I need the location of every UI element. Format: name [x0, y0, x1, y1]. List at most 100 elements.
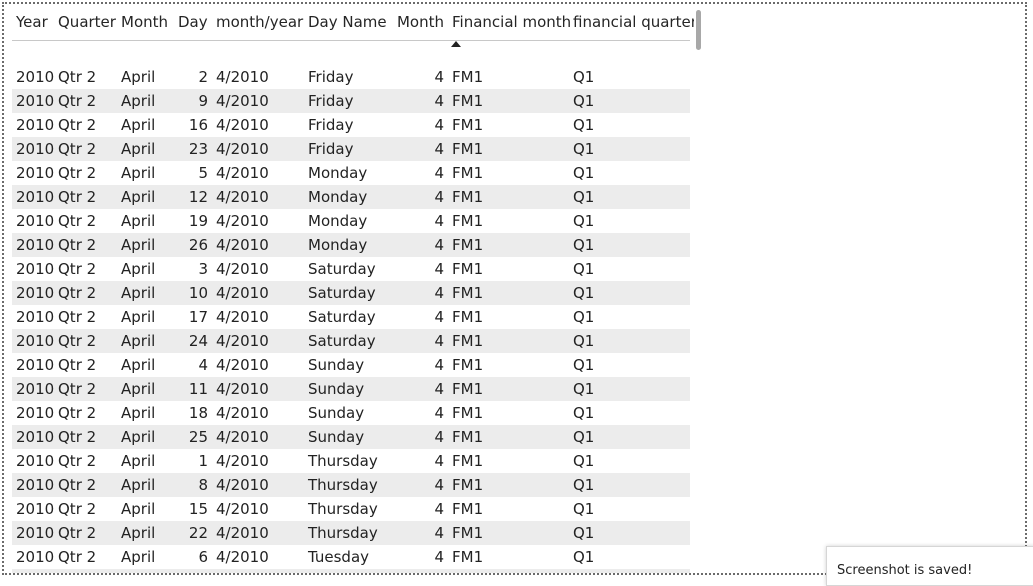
- table-row[interactable]: 2010 Qtr 2 April 4 4/2010 Sunday 4 FM1 Q1: [12, 353, 690, 377]
- table-cell: 2010: [12, 281, 54, 305]
- table-cell: Q1: [569, 377, 690, 401]
- table-cell: FM1: [448, 137, 569, 161]
- vertical-scrollbar-thumb[interactable]: [696, 10, 701, 50]
- column-header-month-number[interactable]: Month: [394, 4, 448, 41]
- table-cell: April: [121, 452, 156, 470]
- table-cell: Qtr 2: [54, 233, 117, 257]
- table-cell: FM1: [452, 308, 484, 326]
- table-row[interactable]: 2010 Qtr 2 April 24 4/2010 Saturday 4 FM1 Q1: [12, 329, 690, 353]
- table-cell: Q1: [569, 521, 690, 545]
- table-cell: 2010: [16, 548, 54, 566]
- table-cell: 4: [434, 548, 444, 566]
- data-table: Year Quarter Month Day month/year Day Na…: [12, 4, 694, 573]
- table-row[interactable]: 2010 Qtr 2 April 25 4/2010 Sunday 4 FM1 Q1: [12, 425, 690, 449]
- table-row[interactable]: 2010 Qtr 2 April 8 4/2010 Thursday 4 FM1 Q1: [12, 473, 690, 497]
- table-cell: 4/2010: [212, 425, 304, 449]
- table-cell: 4: [394, 473, 448, 497]
- table-row[interactable]: 2010 Qtr 2 April 19 4/2010 Monday 4 FM1 Q1: [12, 209, 690, 233]
- table-row[interactable]: 2010 Qtr 2 April 12 4/2010 Monday 4 FM1 Q1: [12, 185, 690, 209]
- column-header-financial-quarter[interactable]: financial quarter: [569, 4, 694, 41]
- column-header-day[interactable]: Day: [174, 4, 212, 41]
- table-visual[interactable]: Year Quarter Month Day month/year Day Na…: [2, 2, 1027, 575]
- table-cell: 5: [198, 164, 208, 182]
- table-cell: Q1: [573, 548, 595, 566]
- column-header-day-name[interactable]: Day Name: [304, 4, 394, 41]
- column-header-month-year[interactable]: month/year: [212, 4, 304, 41]
- table-cell: Sunday: [304, 377, 394, 401]
- table-cell: FM1: [452, 356, 484, 374]
- table-body: 2010 Qtr 2 April 2 4/2010 Friday 4 FM1 Q1 2010 Qtr…: [12, 41, 690, 573]
- table-cell: April: [117, 569, 174, 573]
- table-row[interactable]: 2010 Qtr 2 April 11 4/2010 Sunday 4 FM1 Q1: [12, 377, 690, 401]
- table-cell: Qtr 2: [54, 329, 117, 353]
- table-row[interactable]: 2010 Qtr 2 April 23 4/2010 Friday 4 FM1 Q1: [12, 137, 690, 161]
- table-cell: Q1: [569, 473, 690, 497]
- table-cell: Q1: [573, 68, 595, 86]
- table-row[interactable]: 2010 Qtr 2 April 3 4/2010 Saturday 4 FM1 Q1: [12, 257, 690, 281]
- table-row[interactable]: 2010 Qtr 2 April 9 4/2010 Friday 4 FM1 Q1: [12, 89, 690, 113]
- table-cell: 2010: [16, 404, 54, 422]
- table-row[interactable]: 2010 Qtr 2 April 15 4/2010 Thursday 4 FM1 Q1: [12, 497, 690, 521]
- table-cell: 4: [394, 569, 448, 573]
- table-cell: 4/2010: [216, 308, 269, 326]
- column-header-year[interactable]: Year: [12, 4, 54, 41]
- table-cell: Qtr 2: [54, 569, 117, 573]
- table-cell: 17: [188, 308, 208, 326]
- table-cell: 13: [174, 569, 212, 573]
- table-cell: Qtr 2: [54, 377, 117, 401]
- table-row[interactable]: 2010 Qtr 2 April 5 4/2010 Monday 4 FM1 Q1: [12, 161, 690, 185]
- table-cell: Qtr 2: [58, 68, 97, 86]
- table-cell: Q1: [573, 260, 595, 278]
- table-cell: Qtr 2: [54, 185, 117, 209]
- table-cell: 9: [174, 89, 212, 113]
- table-cell: 4/2010: [216, 260, 269, 278]
- table-cell: 12: [174, 185, 212, 209]
- table-container: Year Quarter Month Day month/year Day Na…: [12, 4, 694, 573]
- table-row[interactable]: 2010 Qtr 2 April 18 4/2010 Sunday 4 FM1 Q1: [12, 401, 690, 425]
- column-header-financial-month[interactable]: Financial month: [448, 4, 571, 47]
- table-cell: FM1: [452, 404, 484, 422]
- table-cell: 4/2010: [216, 212, 269, 230]
- table-cell: Sunday: [304, 425, 394, 449]
- table-row[interactable]: 2010 Qtr 2 April 6 4/2010 Tuesday 4 FM1 Q1: [12, 545, 690, 569]
- table-cell: April: [117, 281, 174, 305]
- table-cell: FM1: [452, 164, 484, 182]
- table-cell: April: [117, 521, 174, 545]
- table-cell: Qtr 2: [58, 500, 97, 518]
- table-cell: 4: [434, 116, 444, 134]
- table-row[interactable]: 2010 Qtr 2 April 22 4/2010 Thursday 4 FM1 Q1: [12, 521, 690, 545]
- column-header-quarter[interactable]: Quarter: [54, 4, 117, 41]
- table-cell: Saturday: [308, 308, 376, 326]
- table-cell: 4/2010: [212, 569, 304, 573]
- table-row[interactable]: 2010 Qtr 2 April 2 4/2010 Friday 4 FM1 Q1: [12, 65, 690, 89]
- table-cell: FM1: [448, 281, 569, 305]
- table-cell: 4/2010: [216, 68, 269, 86]
- table-cell: Q1: [569, 281, 690, 305]
- table-row[interactable]: 2010 Qtr 2 April 17 4/2010 Saturday 4 FM1 Q1: [12, 305, 690, 329]
- table-cell: 2010: [16, 260, 54, 278]
- column-header-month[interactable]: Month: [117, 4, 174, 41]
- table-cell: Q1: [569, 425, 690, 449]
- table-row[interactable]: 2010 Qtr 2 April 10 4/2010 Saturday 4 FM1 Q1: [12, 281, 690, 305]
- table-cell: Friday: [304, 137, 394, 161]
- table-cell: FM1: [448, 569, 569, 573]
- table-cell: FM1: [448, 473, 569, 497]
- table-row[interactable]: 2010 Qtr 2 April 16 4/2010 Friday 4 FM1 Q1: [12, 113, 690, 137]
- header-spacer: [12, 41, 690, 66]
- table-cell: Thursday: [308, 500, 378, 518]
- table-cell: 4: [434, 212, 444, 230]
- table-cell: Q1: [573, 500, 595, 518]
- table-cell: 4/2010: [212, 233, 304, 257]
- table-cell: FM1: [452, 68, 484, 86]
- table-cell: Qtr 2: [54, 425, 117, 449]
- table-cell: 4/2010: [216, 356, 269, 374]
- table-cell: 4/2010: [216, 500, 269, 518]
- table-row[interactable]: 2010 Qtr 2 April 1 4/2010 Thursday 4 FM1 Q1: [12, 449, 690, 473]
- table-cell: Qtr 2: [54, 137, 117, 161]
- table-row[interactable]: 2010 Qtr 2 April 26 4/2010 Monday 4 FM1 Q1: [12, 233, 690, 257]
- table-cell: Monday: [304, 185, 394, 209]
- table-cell: 3: [198, 260, 208, 278]
- table-cell: 4: [434, 404, 444, 422]
- table-cell: Friday: [308, 116, 354, 134]
